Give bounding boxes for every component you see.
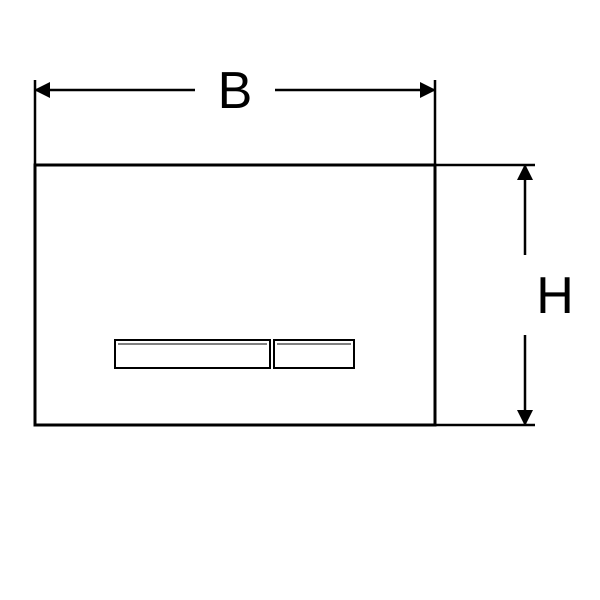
dimension-diagram: BH	[0, 0, 600, 600]
plate-outline	[35, 165, 435, 425]
width-label: B	[218, 62, 253, 120]
height-label: H	[536, 267, 574, 325]
